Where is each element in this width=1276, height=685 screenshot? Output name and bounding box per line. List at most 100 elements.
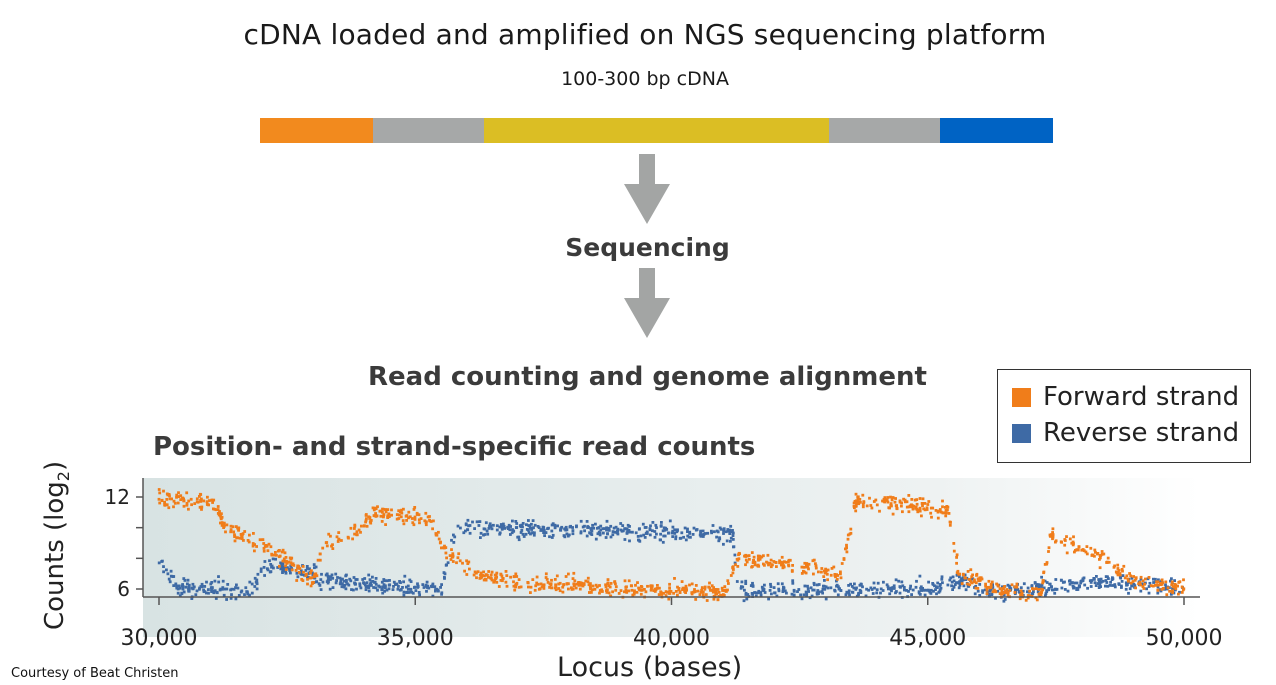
- forward-strand-point: [734, 563, 737, 567]
- forward-strand-point: [234, 525, 238, 528]
- forward-strand-point: [1028, 589, 1032, 593]
- forward-strand-point: [703, 587, 707, 591]
- forward-strand-point: [509, 575, 512, 579]
- reverse-strand-point: [200, 582, 204, 586]
- forward-strand-point: [1005, 588, 1009, 591]
- reverse-strand-point: [402, 590, 406, 594]
- forward-strand-point: [575, 582, 578, 586]
- forward-strand-point: [165, 498, 169, 501]
- forward-strand-point: [423, 519, 427, 523]
- forward-strand-point: [1106, 556, 1110, 560]
- reverse-strand-point: [1083, 583, 1087, 587]
- forward-strand-point: [1139, 583, 1142, 587]
- reverse-strand-point: [263, 574, 266, 577]
- reverse-strand-point: [378, 585, 382, 589]
- forward-strand-point: [222, 521, 226, 525]
- reverse-strand-point: [395, 582, 399, 586]
- reverse-strand-point: [308, 567, 311, 571]
- forward-strand-point: [835, 577, 839, 581]
- forward-strand-point: [397, 517, 401, 520]
- reverse-strand-point: [663, 528, 667, 532]
- reverse-strand-point: [807, 590, 810, 593]
- forward-strand-point: [944, 511, 948, 515]
- forward-strand-point: [756, 554, 760, 558]
- reverse-strand-point: [426, 584, 430, 588]
- forward-strand-point: [318, 558, 322, 562]
- forward-strand-point: [586, 580, 590, 584]
- reverse-strand-point: [935, 592, 938, 596]
- reverse-strand-point: [1173, 579, 1176, 582]
- reverse-strand-point: [860, 583, 863, 586]
- forward-strand-point: [382, 507, 385, 511]
- reverse-strand-point: [516, 535, 520, 539]
- reverse-strand-point: [305, 565, 309, 568]
- reverse-strand-point: [987, 592, 991, 596]
- reverse-strand-point: [498, 531, 502, 535]
- points-layer: [157, 488, 1186, 603]
- reverse-strand-point: [466, 528, 470, 532]
- forward-strand-point: [282, 557, 286, 561]
- reverse-strand-point: [1120, 580, 1124, 583]
- forward-strand-point: [1051, 537, 1054, 541]
- reverse-strand-point: [243, 593, 246, 596]
- reverse-strand-point: [1036, 584, 1039, 588]
- forward-strand-point: [515, 583, 518, 586]
- reverse-strand-point: [367, 573, 371, 577]
- reverse-strand-point: [487, 527, 491, 530]
- forward-strand-point: [926, 503, 930, 506]
- forward-strand-point: [966, 582, 969, 586]
- forward-strand-point: [1026, 596, 1030, 600]
- reverse-strand-point: [667, 531, 670, 535]
- forward-strand-point: [501, 579, 504, 583]
- forward-strand-point: [418, 521, 421, 525]
- reverse-strand-point: [563, 527, 566, 531]
- forward-strand-point: [340, 539, 343, 542]
- forward-strand-point: [445, 556, 448, 560]
- reverse-strand-point: [651, 521, 655, 524]
- reverse-strand-point: [425, 589, 428, 593]
- reverse-strand-point: [923, 588, 927, 592]
- reverse-strand-point: [175, 586, 179, 590]
- reverse-strand-point: [958, 580, 961, 584]
- reverse-strand-point: [850, 585, 854, 588]
- reverse-strand-point: [612, 526, 616, 530]
- reverse-strand-point: [750, 592, 754, 595]
- forward-strand-point: [604, 585, 608, 589]
- forward-strand-point: [220, 524, 224, 527]
- forward-strand-point: [505, 584, 509, 588]
- forward-strand-point: [571, 587, 575, 591]
- reverse-strand-point: [816, 589, 820, 592]
- reverse-strand-point: [1060, 586, 1064, 590]
- reverse-strand-point: [345, 579, 348, 582]
- reverse-strand-point: [746, 593, 750, 596]
- forward-strand-point: [966, 570, 970, 573]
- forward-strand-point: [803, 561, 807, 565]
- forward-strand-point: [1176, 584, 1179, 588]
- reverse-strand-point: [638, 527, 641, 531]
- reverse-strand-point: [732, 545, 735, 549]
- reverse-strand-point: [205, 591, 208, 595]
- forward-strand-point: [185, 503, 189, 507]
- forward-strand-point: [910, 503, 913, 507]
- forward-strand-point: [975, 574, 978, 577]
- reverse-strand-point: [837, 585, 840, 589]
- reverse-strand-point: [212, 591, 216, 595]
- forward-strand-point: [222, 524, 226, 528]
- reverse-strand-point: [792, 593, 796, 597]
- forward-strand-point: [1035, 598, 1039, 602]
- reverse-strand-point: [479, 536, 482, 539]
- reverse-strand-point: [594, 537, 598, 541]
- forward-strand-point: [212, 498, 216, 502]
- reverse-strand-point: [388, 583, 392, 587]
- reverse-strand-point: [660, 521, 663, 524]
- forward-strand-point: [1131, 580, 1135, 583]
- reverse-strand-point: [367, 584, 371, 588]
- reverse-strand-point: [488, 522, 492, 526]
- reverse-strand-point: [315, 580, 318, 584]
- reverse-strand-point: [341, 577, 344, 581]
- reverse-strand-point: [482, 533, 485, 537]
- forward-strand-point: [195, 497, 199, 501]
- forward-strand-point: [162, 489, 165, 493]
- forward-strand-point: [216, 512, 220, 515]
- forward-strand-point: [716, 588, 720, 591]
